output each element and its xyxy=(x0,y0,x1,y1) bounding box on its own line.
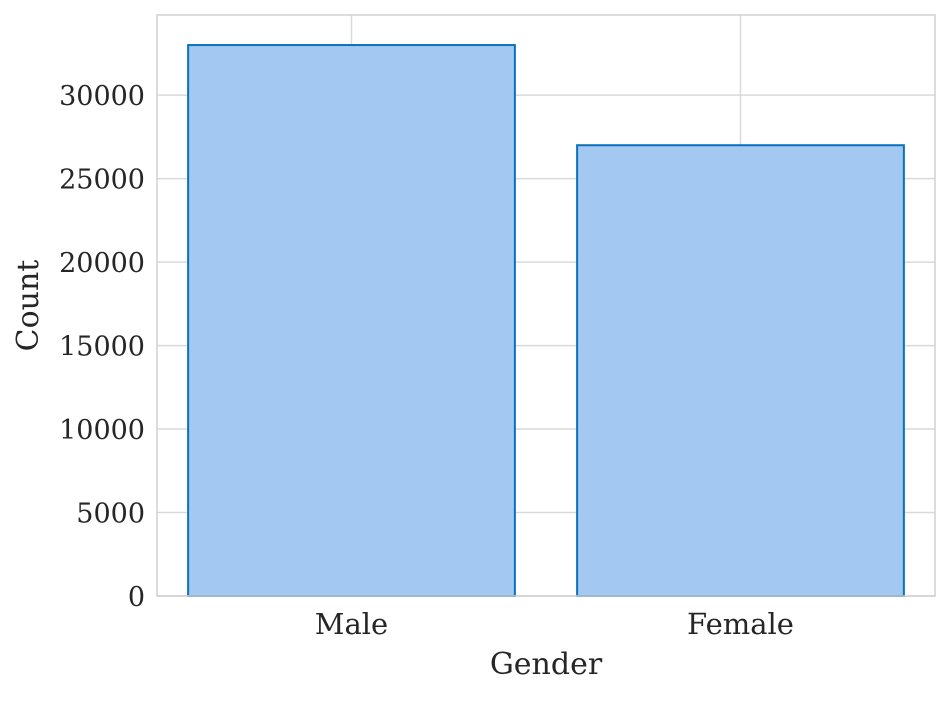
bars xyxy=(187,44,905,598)
x-tick-labels: Male Female xyxy=(315,607,794,641)
plot-frame xyxy=(156,14,936,597)
y-tick-labels: 0 5000 10000 15000 20000 25000 30000 xyxy=(59,81,145,613)
x-tick-label-female: Female xyxy=(687,607,794,641)
y-tick-label: 30000 xyxy=(59,81,145,112)
y-tick-label: 0 xyxy=(128,582,145,613)
y-tick-label: 5000 xyxy=(76,499,145,530)
bar-male xyxy=(187,44,516,598)
x-tick-label-male: Male xyxy=(315,607,388,641)
y-axis-title: Count xyxy=(11,260,46,352)
y-tick-label: 25000 xyxy=(59,165,145,196)
x-axis-title: Gender xyxy=(490,647,603,682)
y-tick-label: 20000 xyxy=(59,248,145,279)
bar-female xyxy=(576,144,905,597)
y-tick-label: 15000 xyxy=(59,332,145,363)
y-tick-label: 10000 xyxy=(59,415,145,446)
